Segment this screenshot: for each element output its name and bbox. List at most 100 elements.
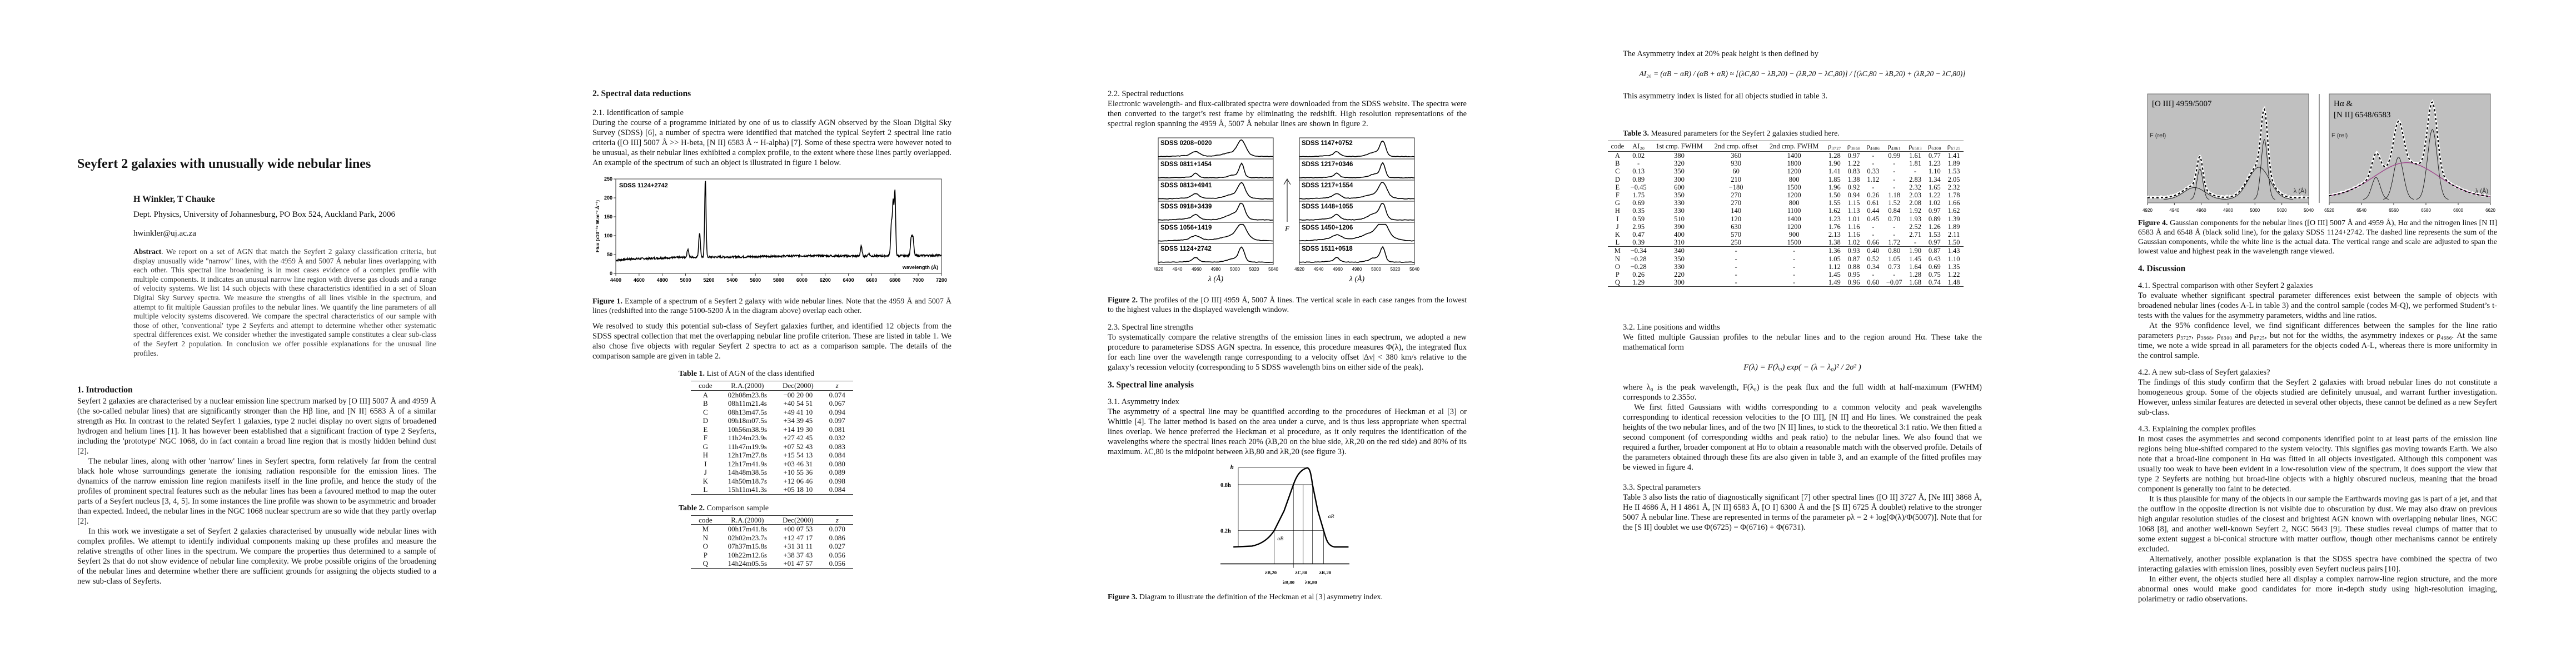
table-cell: 1.36 xyxy=(1825,246,1845,255)
x-tick-label: 5040 xyxy=(1409,267,1419,272)
y-tick-label: 250 xyxy=(604,176,612,182)
subsection-heading: 2.3. Spectral line strengths xyxy=(1108,323,1194,332)
page-1: Seyfert 2 galaxies with unusually wide n… xyxy=(0,0,515,667)
table-row: P 0.26 220 - - 1.45 0.95 - - 1.28 0.75 1.22 xyxy=(1608,271,1964,278)
paragraph: We first fitted Gaussians with widths co… xyxy=(1623,403,1982,472)
table-cell: 1.15 xyxy=(1847,199,1860,207)
table-cell: 1500 xyxy=(1787,238,1801,247)
table-cell: 1.72 xyxy=(1888,238,1901,247)
column-header: Dec(2000) xyxy=(775,381,821,391)
table-cell: 12h17m27.8s xyxy=(728,451,768,459)
table-cell: −0.07 xyxy=(1882,278,1906,287)
table-cell: F xyxy=(703,434,707,442)
table-cell: +01 47 57 xyxy=(775,559,821,569)
table-cell: 1200 xyxy=(1787,191,1801,200)
email-link[interactable]: hwinkler@uj.ac.za xyxy=(133,229,196,238)
lambda-r80-label: λR,80 xyxy=(1305,579,1317,585)
table-cell: G xyxy=(702,442,709,451)
profile-panel: SDSS 0811+1454 xyxy=(1158,158,1274,181)
x-tick-label: 5200 xyxy=(703,277,714,283)
table-cell: 0.33 xyxy=(1867,167,1880,176)
figure-4-caption: Figure 4. Gaussian components for the ne… xyxy=(2138,218,2497,256)
profile-panel: SDSS 1450+1206 xyxy=(1299,222,1415,244)
column-header: ρ₃₇₂₇ xyxy=(1825,141,1845,152)
table-cell: 1.50 xyxy=(1828,191,1841,200)
table-cell: 0.45 xyxy=(1867,215,1880,223)
table-cell: N xyxy=(702,533,709,542)
table-cell: 2.11 xyxy=(1947,231,1960,239)
table-cell: 1.02 xyxy=(1928,199,1941,207)
table-cell: G xyxy=(1615,199,1620,207)
x-tick-label: 5020 xyxy=(2277,208,2287,213)
profile-panel: SDSS 1217+1554 xyxy=(1299,180,1415,202)
profile-line xyxy=(1299,140,1415,157)
x-tick-label: 4980 xyxy=(1211,267,1221,272)
column-header: R.A.(2000) xyxy=(720,381,775,391)
table-cell: 270 xyxy=(1731,199,1741,207)
h-label: h xyxy=(1230,464,1234,471)
table-cell: E xyxy=(1615,183,1620,191)
table-cell: +40 54 51 xyxy=(783,399,813,407)
paragraph: Alternatively, another possible explanat… xyxy=(2138,555,2497,574)
lambda-r20-label: λR,20 xyxy=(1319,570,1332,575)
asymmetry-formula: AI₂₀ = (αB − αR) / (αB + αR) ≈ [(λC,80 −… xyxy=(1639,69,1966,78)
table-cell: - xyxy=(1735,255,1737,263)
x-tick-label: 5800 xyxy=(773,277,784,283)
table-cell: O xyxy=(1615,262,1620,271)
table-cell: M xyxy=(1608,246,1627,255)
table-cell: 0.056 xyxy=(829,550,845,559)
level-20-label: 0.2h xyxy=(1220,528,1231,534)
table-cell: 1.66 xyxy=(1947,199,1960,207)
subsection-heading: 3.1. Asymmetry index xyxy=(1108,397,1179,406)
x-tick-label: 6580 xyxy=(2421,208,2431,213)
paragraph: In either event, the objects studied her… xyxy=(2138,575,2497,604)
paragraph: The nebular lines, along with other 'nar… xyxy=(77,457,436,526)
table-cell: 1200 xyxy=(1787,222,1801,231)
spectral-data-section: 2. Spectral data reductions 2.1. Identif… xyxy=(592,89,951,569)
table-cell: 1.18 xyxy=(1888,191,1901,200)
table-cell: 0.027 xyxy=(829,542,845,550)
table-cell: - xyxy=(1872,271,1875,279)
table-cell: - xyxy=(1893,167,1896,176)
x-tick-label: 5000 xyxy=(1371,267,1381,272)
table-cell: I xyxy=(704,459,707,468)
table-cell: 0.44 xyxy=(1867,207,1880,215)
paragraph: where λ₀ is the peak wavelength, F(λ₀) i… xyxy=(1623,383,1982,402)
panel-frame xyxy=(1299,137,1415,160)
table-row: F 11h24m23.9s +27 42 45 0.032 xyxy=(691,434,853,442)
table-cell: 1.90 xyxy=(1905,246,1925,255)
table-cell: N xyxy=(1615,255,1620,263)
table-row: J 14h48m38.5s +10 55 36 0.089 xyxy=(691,468,853,477)
paragraph: We fitted multiple Gaussian profiles to … xyxy=(1623,333,1982,352)
caption-label: Table 3. xyxy=(1623,130,1649,138)
profile-line xyxy=(1158,182,1274,200)
profile-line xyxy=(1299,246,1414,263)
table-cell: 0.75 xyxy=(1928,271,1941,279)
paragraph: The Asymmetry index at 20% peak height i… xyxy=(1623,49,1818,58)
table-cell: 0.13 xyxy=(1632,167,1645,176)
table-cell: 0.77 xyxy=(1928,152,1941,160)
x-tick-label: 6540 xyxy=(2356,208,2366,213)
y-tick-label: 100 xyxy=(604,233,612,238)
table-cell: 0.70 xyxy=(1888,215,1901,223)
y-tick-label: 200 xyxy=(604,195,612,201)
figure-2-profiles-chart: SDSS 0208−0020 SDSS 0811+1454 SDSS 0813+49… xyxy=(1154,137,1419,283)
table-cell: 1.29 xyxy=(1627,278,1650,287)
table-row: C 08h13m47.5s +49 41 10 0.094 xyxy=(691,408,853,417)
table-cell: 0.87 xyxy=(1925,246,1945,255)
table-cell: 1.55 xyxy=(1828,199,1841,207)
table-cell: +38 37 43 xyxy=(783,550,813,559)
table-cell: M xyxy=(702,525,709,533)
table-cell: 1400 xyxy=(1787,152,1801,160)
x-tick-label: 5020 xyxy=(1249,267,1259,272)
table-row: E −0.45 600 −180 1500 1.96 0.92 - - 2.32 1.65 2.32 xyxy=(1608,183,1964,191)
table-cell: 1.85 xyxy=(1828,175,1841,183)
x-tick-label: 5000 xyxy=(1230,267,1240,272)
table-cell: 1.34 xyxy=(1928,175,1941,183)
table-cell: 0.02 xyxy=(1632,152,1645,160)
abstract-label: Abstract xyxy=(133,247,162,256)
table-cell: E xyxy=(703,425,708,434)
gaussian-formula: F(λ) = F(λ₀) exp( − (λ − λ₀)² / 2σ² ) xyxy=(1743,363,1861,372)
panel-label: SDSS 0208−0020 xyxy=(1160,140,1212,147)
table-cell: L xyxy=(1615,238,1620,247)
